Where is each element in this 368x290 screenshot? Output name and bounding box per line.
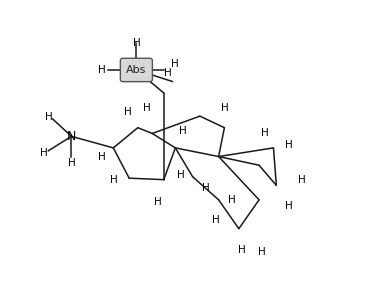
Text: H: H <box>220 103 228 113</box>
Text: H: H <box>98 65 106 75</box>
Text: H: H <box>143 103 151 113</box>
Text: N: N <box>67 130 76 143</box>
Text: H: H <box>171 59 179 69</box>
Text: Abs: Abs <box>126 65 146 75</box>
Text: H: H <box>261 128 269 138</box>
Text: H: H <box>258 247 266 258</box>
Text: H: H <box>98 152 106 162</box>
Text: H: H <box>153 197 161 207</box>
Text: H: H <box>45 112 52 122</box>
Text: H: H <box>68 158 75 168</box>
Text: H: H <box>285 201 293 211</box>
FancyBboxPatch shape <box>120 58 152 82</box>
Text: H: H <box>212 215 220 225</box>
Text: H: H <box>238 244 245 255</box>
Text: H: H <box>179 126 187 135</box>
Text: H: H <box>285 140 293 150</box>
Text: H: H <box>132 38 140 48</box>
Text: H: H <box>177 170 185 180</box>
Text: H: H <box>110 175 118 185</box>
Text: H: H <box>228 195 236 205</box>
Text: H: H <box>40 148 48 158</box>
Text: H: H <box>164 68 171 78</box>
Text: H: H <box>298 175 306 185</box>
Text: H: H <box>124 107 132 117</box>
Text: H: H <box>202 183 210 193</box>
